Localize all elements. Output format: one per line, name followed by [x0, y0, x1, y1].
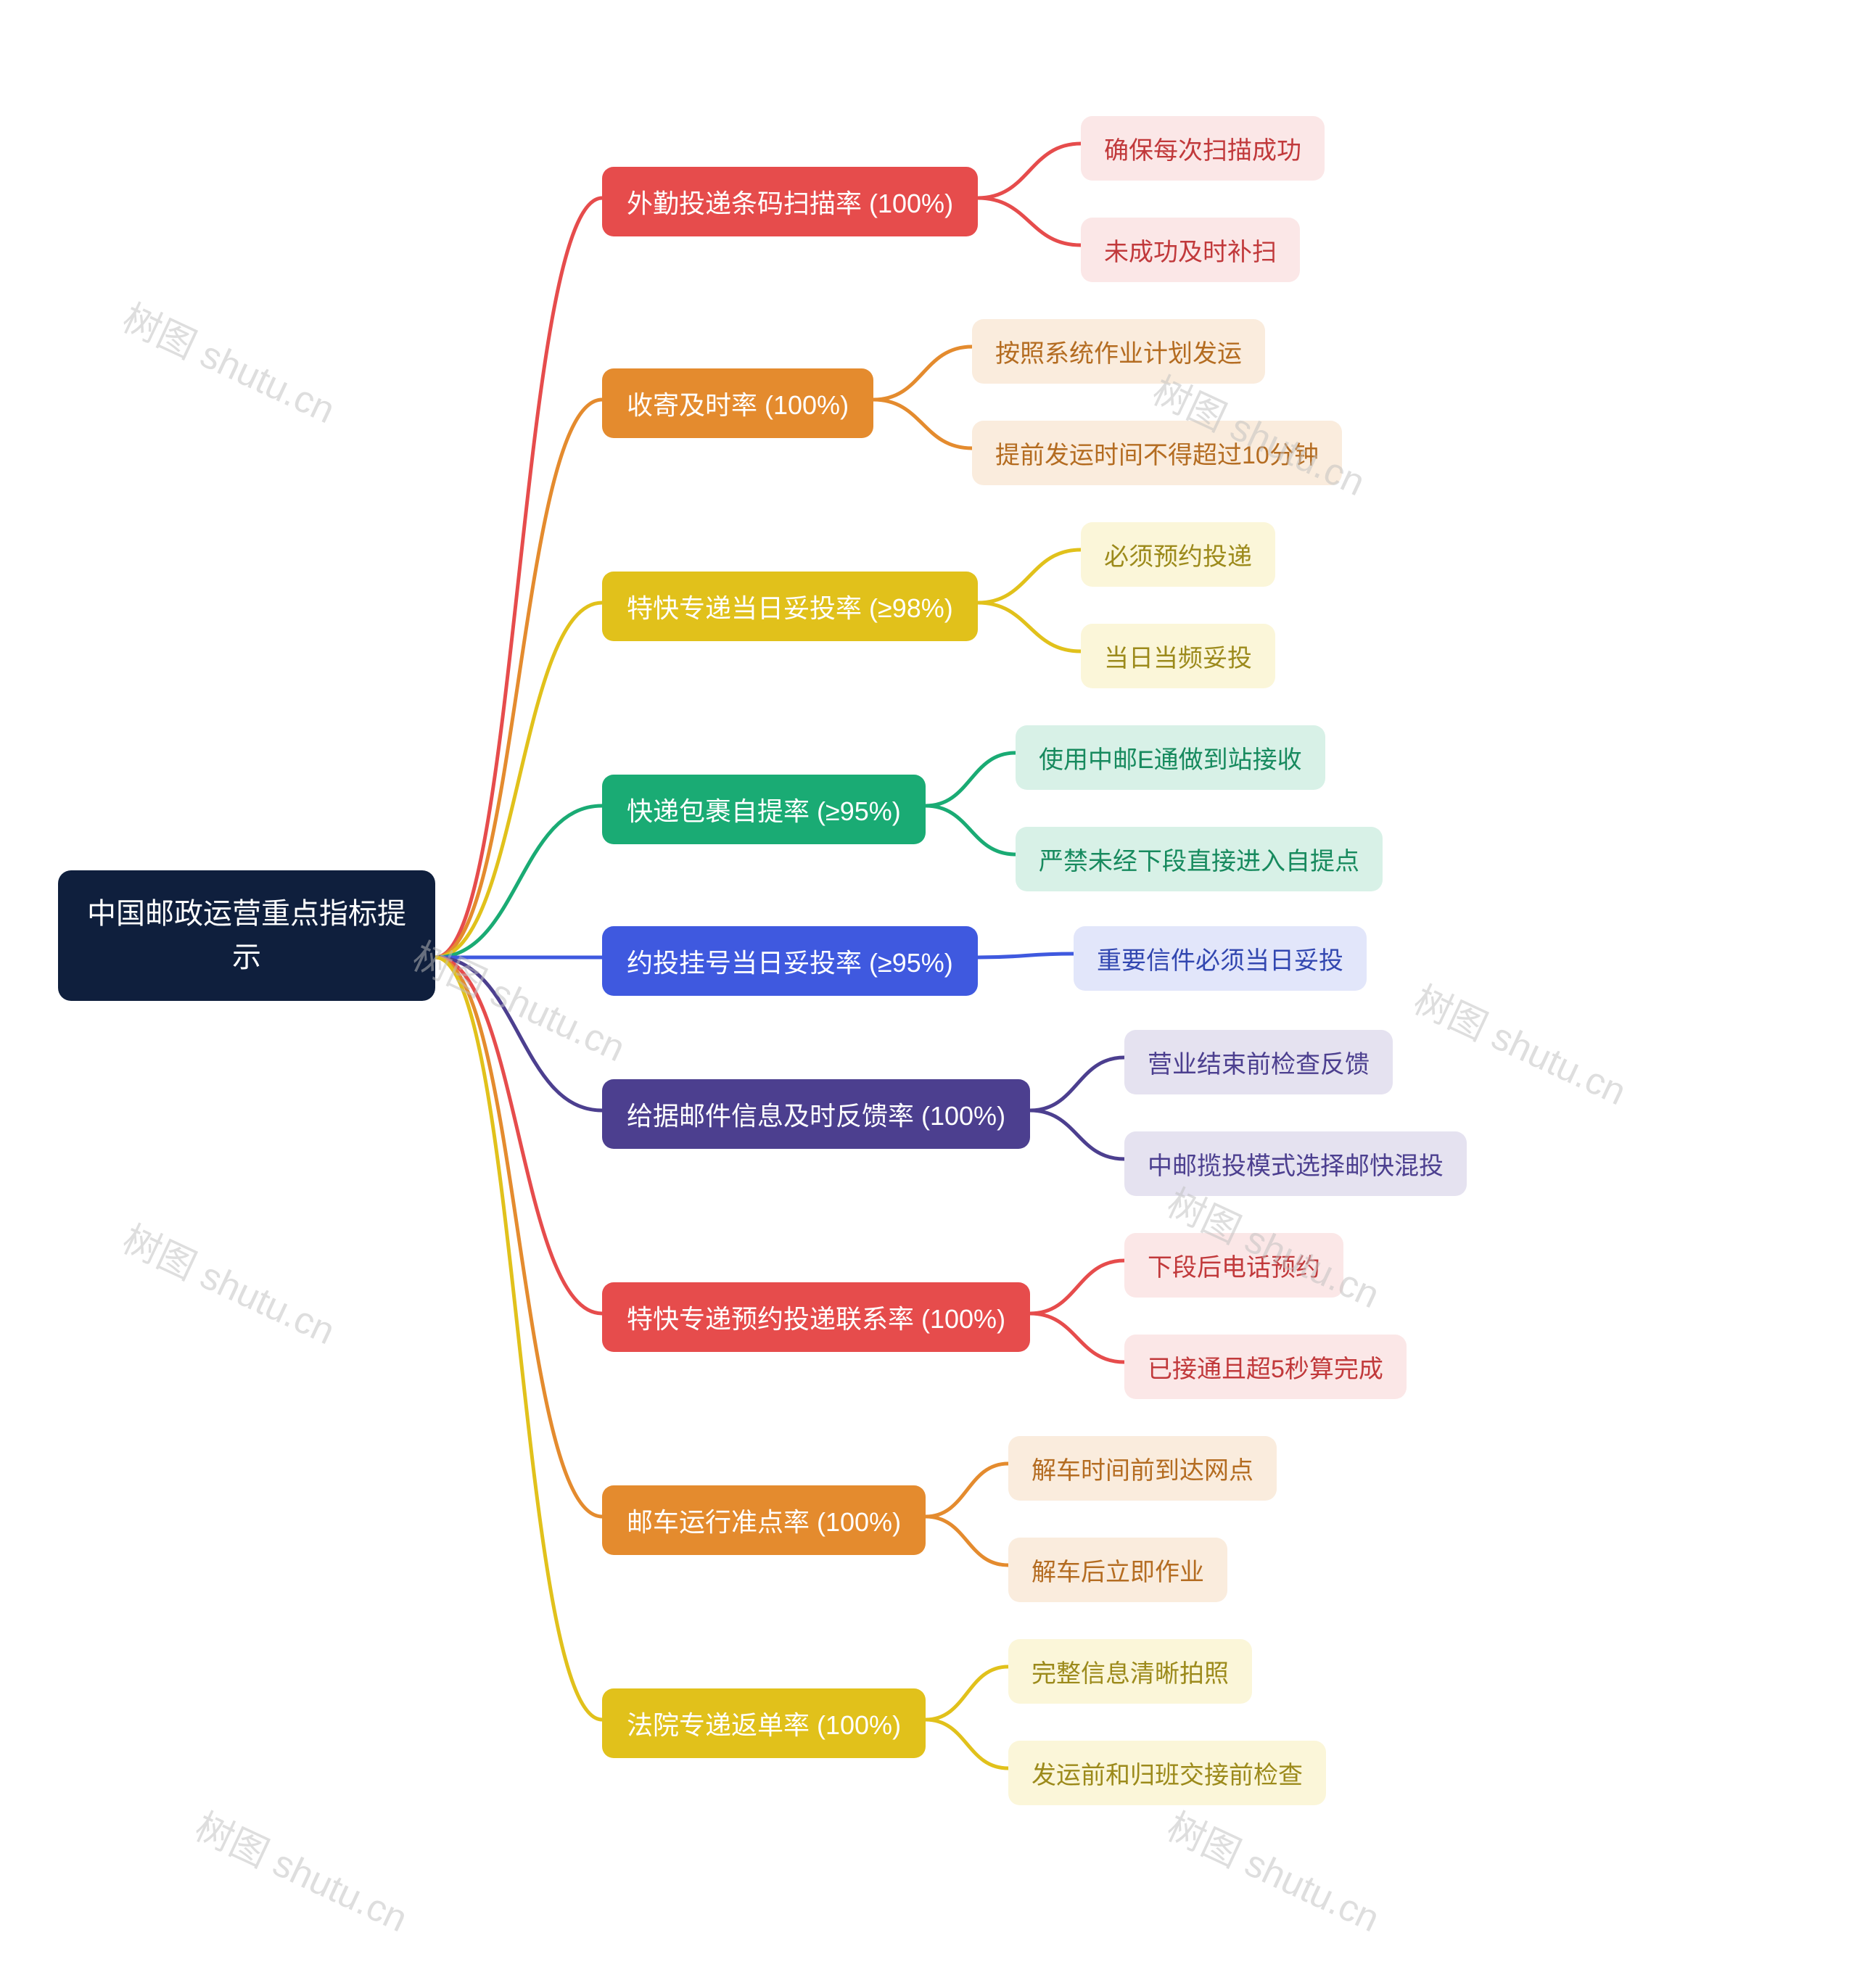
leaf-label: 未成功及时补扫: [1104, 239, 1277, 266]
connector-layer: [29, 29, 1857, 1988]
branch-label: 特快专递当日妥投率 (≥98%): [627, 593, 953, 623]
leaf-node[interactable]: 重要信件必须当日妥投: [1074, 926, 1367, 991]
root-label: 中国邮政运营重点指标提示: [87, 898, 406, 973]
leaf-node[interactable]: 下段后电话预约: [1124, 1233, 1343, 1298]
branch-node[interactable]: 快递包裹自提率 (≥95%): [602, 775, 926, 844]
leaf-node[interactable]: 使用中邮E通做到站接收: [1016, 725, 1325, 790]
leaf-label: 重要信件必须当日妥投: [1097, 947, 1343, 975]
root-node[interactable]: 中国邮政运营重点指标提示: [58, 870, 435, 1001]
leaf-node[interactable]: 必须预约投递: [1081, 522, 1275, 587]
leaf-label: 使用中邮E通做到站接收: [1039, 746, 1302, 774]
branch-label: 收寄及时率 (100%): [627, 390, 849, 420]
leaf-label: 发运前和归班交接前检查: [1032, 1762, 1303, 1789]
leaf-label: 提前发运时间不得超过10分钟: [995, 442, 1319, 469]
branch-label: 快递包裹自提率 (≥95%): [627, 796, 901, 826]
leaf-label: 当日当频妥投: [1104, 645, 1252, 672]
branch-node[interactable]: 邮车运行准点率 (100%): [602, 1485, 926, 1555]
branch-node[interactable]: 特快专递当日妥投率 (≥98%): [602, 572, 978, 641]
leaf-label: 确保每次扫描成功: [1104, 137, 1301, 165]
branch-label: 外勤投递条码扫描率 (100%): [627, 189, 953, 218]
leaf-node[interactable]: 严禁未经下段直接进入自提点: [1016, 827, 1383, 891]
leaf-node[interactable]: 解车后立即作业: [1008, 1538, 1227, 1602]
leaf-node[interactable]: 未成功及时补扫: [1081, 218, 1300, 282]
leaf-label: 解车后立即作业: [1032, 1559, 1204, 1586]
branch-node[interactable]: 外勤投递条码扫描率 (100%): [602, 167, 978, 236]
mindmap-canvas: 中国邮政运营重点指标提示 外勤投递条码扫描率 (100%) 确保每次扫描成功未成功…: [29, 29, 1828, 1930]
leaf-node[interactable]: 中邮揽投模式选择邮快混投: [1124, 1131, 1467, 1196]
leaf-label: 解车时间前到达网点: [1032, 1457, 1253, 1485]
leaf-node[interactable]: 已接通且超5秒算完成: [1124, 1335, 1407, 1399]
leaf-node[interactable]: 解车时间前到达网点: [1008, 1436, 1277, 1501]
leaf-node[interactable]: 发运前和归班交接前检查: [1008, 1741, 1326, 1805]
leaf-label: 下段后电话预约: [1148, 1254, 1320, 1282]
watermark: 树图 shutu.cn: [188, 1797, 418, 1942]
watermark: 树图 shutu.cn: [115, 288, 345, 434]
watermark: 树图 shutu.cn: [1160, 1797, 1390, 1942]
watermark: 树图 shutu.cn: [115, 1209, 345, 1355]
leaf-label: 已接通且超5秒算完成: [1148, 1356, 1383, 1383]
branch-node[interactable]: 约投挂号当日妥投率 (≥95%): [602, 926, 978, 996]
branch-label: 约投挂号当日妥投率 (≥95%): [627, 948, 953, 978]
branch-label: 法院专递返单率 (100%): [627, 1710, 901, 1740]
leaf-label: 严禁未经下段直接进入自提点: [1039, 848, 1359, 875]
leaf-node[interactable]: 提前发运时间不得超过10分钟: [972, 421, 1342, 485]
branch-label: 邮车运行准点率 (100%): [627, 1507, 901, 1537]
leaf-node[interactable]: 营业结束前检查反馈: [1124, 1030, 1393, 1094]
watermark: 树图 shutu.cn: [405, 926, 635, 1072]
leaf-node[interactable]: 当日当频妥投: [1081, 624, 1275, 688]
leaf-label: 完整信息清晰拍照: [1032, 1660, 1229, 1688]
leaf-label: 营业结束前检查反馈: [1148, 1051, 1370, 1078]
leaf-node[interactable]: 按照系统作业计划发运: [972, 319, 1265, 384]
leaf-label: 按照系统作业计划发运: [995, 340, 1242, 368]
branch-node[interactable]: 法院专递返单率 (100%): [602, 1688, 926, 1758]
leaf-label: 必须预约投递: [1104, 543, 1252, 571]
watermark: 树图 shutu.cn: [1407, 970, 1636, 1115]
leaf-node[interactable]: 确保每次扫描成功: [1081, 116, 1325, 181]
branch-label: 给据邮件信息及时反馈率 (100%): [627, 1101, 1005, 1131]
leaf-label: 中邮揽投模式选择邮快混投: [1148, 1152, 1444, 1180]
leaf-node[interactable]: 完整信息清晰拍照: [1008, 1639, 1252, 1704]
branch-node[interactable]: 给据邮件信息及时反馈率 (100%): [602, 1079, 1030, 1149]
branch-node[interactable]: 特快专递预约投递联系率 (100%): [602, 1282, 1030, 1352]
branch-node[interactable]: 收寄及时率 (100%): [602, 368, 873, 438]
branch-label: 特快专递预约投递联系率 (100%): [627, 1304, 1005, 1334]
